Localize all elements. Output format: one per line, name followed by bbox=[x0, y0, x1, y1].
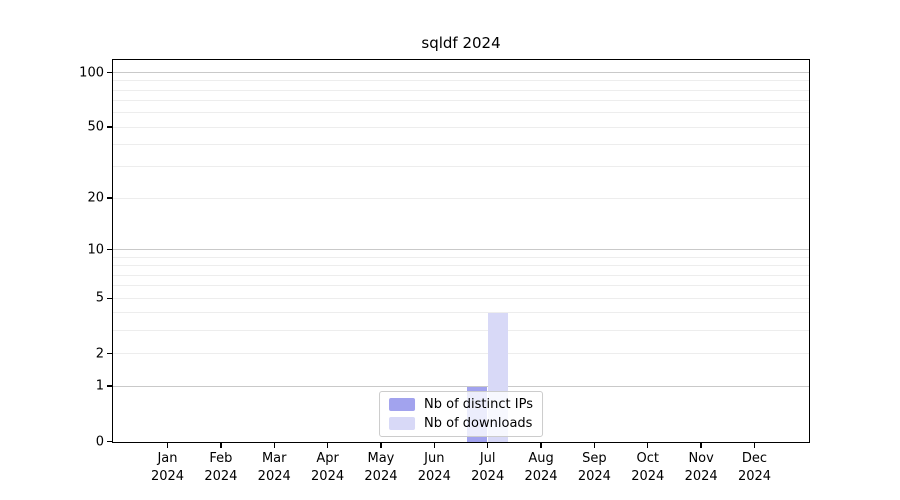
minor-gridline bbox=[113, 197, 809, 199]
x-tick-year: 2024 bbox=[684, 469, 718, 484]
major-gridline bbox=[113, 249, 809, 251]
x-tick-year: 2024 bbox=[311, 469, 345, 484]
x-tick-mark bbox=[540, 443, 542, 448]
x-tick-mark bbox=[486, 443, 489, 448]
x-tick-year: 2024 bbox=[577, 469, 611, 484]
x-tick-label: Jan 2024 bbox=[138, 450, 198, 486]
x-tick-label: Sep 2024 bbox=[564, 450, 624, 486]
x-tick-month: Feb bbox=[209, 451, 233, 466]
minor-gridline bbox=[113, 312, 809, 314]
x-tick-mark bbox=[433, 443, 435, 448]
minor-gridline bbox=[113, 353, 809, 355]
x-tick-mark bbox=[700, 443, 702, 448]
minor-gridline bbox=[113, 265, 809, 267]
minor-gridline bbox=[113, 274, 809, 276]
x-tick-year: 2024 bbox=[417, 469, 451, 484]
x-tick-year: 2024 bbox=[364, 469, 398, 484]
x-tick-label: Dec 2024 bbox=[725, 450, 785, 486]
x-tick-mark bbox=[326, 443, 329, 448]
minor-gridline bbox=[113, 297, 809, 299]
x-tick-year: 2024 bbox=[737, 469, 772, 484]
minor-gridline bbox=[113, 126, 809, 128]
x-tick-year: 2024 bbox=[150, 469, 185, 484]
x-tick-label: Nov 2024 bbox=[671, 450, 731, 486]
y-tick-label: 50 bbox=[87, 119, 104, 135]
x-tick-year: 2024 bbox=[524, 469, 558, 484]
x-tick-label: May 2024 bbox=[351, 450, 411, 486]
minor-gridline bbox=[113, 100, 809, 102]
x-tick-mark bbox=[273, 443, 275, 448]
y-tick-mark bbox=[107, 197, 112, 199]
minor-gridline bbox=[113, 144, 809, 146]
x-tick-month: Jan bbox=[157, 451, 178, 466]
x-tick-month: Apr bbox=[316, 451, 339, 466]
x-tick-label: Jun 2024 bbox=[404, 450, 464, 486]
minor-gridline bbox=[113, 166, 809, 168]
x-tick-month: Nov bbox=[688, 451, 714, 466]
plot-area: Nb of distinct IPs Nb of downloads bbox=[112, 59, 810, 443]
y-tick-mark bbox=[107, 297, 112, 299]
y-tick-mark bbox=[107, 249, 112, 251]
x-tick-mark bbox=[380, 443, 382, 448]
x-tick-mark bbox=[647, 443, 649, 448]
legend-label: Nb of downloads bbox=[424, 416, 533, 431]
minor-gridline bbox=[113, 80, 809, 82]
x-tick-mark bbox=[166, 443, 169, 448]
x-tick-month: Oct bbox=[636, 451, 659, 466]
x-tick-label: Apr 2024 bbox=[298, 450, 358, 486]
legend-row: Nb of downloads bbox=[389, 416, 533, 431]
x-tick-month: Sep bbox=[582, 451, 607, 466]
y-tick-label: 0 bbox=[95, 434, 104, 449]
x-tick-month: Aug bbox=[528, 451, 554, 466]
x-tick-label: Mar 2024 bbox=[244, 450, 304, 486]
minor-gridline bbox=[113, 89, 809, 91]
x-tick-year: 2024 bbox=[257, 469, 291, 484]
y-tick-mark bbox=[107, 440, 112, 443]
x-tick-label: Aug 2024 bbox=[511, 450, 571, 486]
x-tick-mark bbox=[753, 443, 756, 448]
x-tick-label: Feb 2024 bbox=[191, 450, 251, 486]
y-tick-label: 1 bbox=[95, 378, 104, 394]
x-tick-mark bbox=[220, 443, 222, 448]
y-tick-mark bbox=[107, 71, 112, 74]
legend-swatch bbox=[389, 417, 416, 430]
chart-title: sqldf 2024 bbox=[421, 34, 501, 52]
y-tick-label: 2 bbox=[95, 346, 104, 362]
legend: Nb of distinct IPs Nb of downloads bbox=[379, 391, 543, 437]
y-tick-label: 20 bbox=[87, 190, 104, 206]
x-tick-month: Jul bbox=[479, 451, 496, 466]
minor-gridline bbox=[113, 285, 809, 287]
x-tick-month: Jun bbox=[424, 451, 445, 466]
y-tick-label: 100 bbox=[79, 65, 104, 80]
x-tick-month: May bbox=[367, 451, 395, 466]
x-tick-mark bbox=[593, 443, 596, 448]
y-tick-mark bbox=[107, 385, 112, 387]
major-gridline bbox=[113, 385, 809, 387]
x-tick-year: 2024 bbox=[631, 469, 665, 484]
x-tick-label: Oct 2024 bbox=[618, 450, 678, 486]
y-tick-mark bbox=[107, 126, 112, 128]
major-gridline bbox=[113, 72, 809, 73]
legend-label: Nb of distinct IPs bbox=[424, 397, 533, 412]
minor-gridline bbox=[113, 330, 809, 332]
minor-gridline bbox=[113, 256, 809, 258]
x-tick-month: Mar bbox=[261, 451, 287, 466]
legend-swatch bbox=[389, 398, 416, 411]
x-tick-label: Jul 2024 bbox=[458, 450, 518, 486]
y-tick-mark bbox=[107, 352, 112, 355]
legend-row: Nb of distinct IPs bbox=[389, 397, 533, 412]
y-tick-label: 10 bbox=[87, 242, 104, 258]
x-tick-year: 2024 bbox=[471, 469, 505, 484]
x-tick-year: 2024 bbox=[204, 469, 238, 484]
x-tick-month: Dec bbox=[741, 451, 768, 466]
y-tick-label: 5 bbox=[95, 290, 104, 306]
minor-gridline bbox=[113, 112, 809, 114]
